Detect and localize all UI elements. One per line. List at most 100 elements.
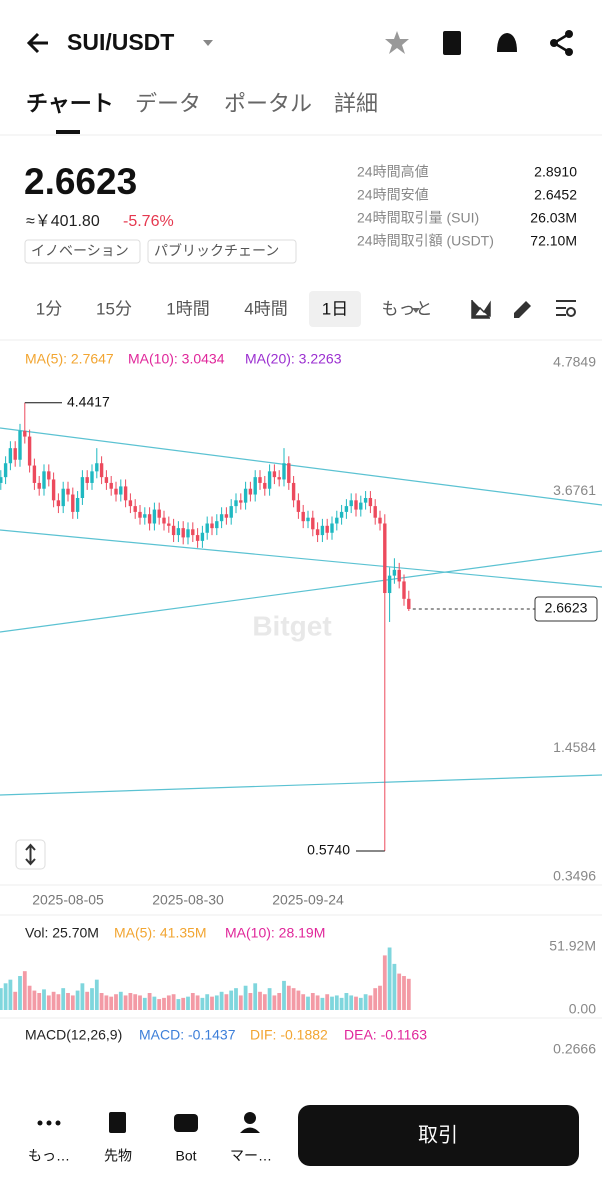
volume-bar: [190, 993, 195, 1010]
volume-bar: [392, 963, 397, 1010]
volume-bar: [310, 993, 315, 1010]
volume-bar: [286, 985, 291, 1010]
interval[interactable]: もっと: [382, 299, 433, 318]
volume-bar: [46, 995, 51, 1010]
book-icon[interactable]: [443, 31, 461, 55]
interval[interactable]: 1日: [322, 299, 348, 318]
volume-bar: [296, 990, 301, 1010]
tag: パブリックチェーン: [154, 243, 279, 259]
draw-icon[interactable]: [514, 301, 531, 318]
ma-legend: MA(10): 3.0434: [128, 351, 225, 367]
volume-bar: [94, 979, 99, 1010]
volume-bar: [51, 991, 56, 1010]
candle-body: [248, 488, 253, 495]
candle-body: [195, 535, 200, 541]
candle-body: [263, 482, 267, 489]
candle-body: [363, 497, 368, 503]
settings-icon[interactable]: [556, 300, 576, 317]
volume-bar: [219, 991, 224, 1010]
volume-bar: [272, 995, 277, 1010]
volume-legend: Vol: 25.70M: [25, 925, 99, 941]
candle-body: [162, 517, 166, 524]
chart-type-icon[interactable]: [471, 300, 491, 319]
dropdown-icon[interactable]: [203, 40, 213, 46]
candle-body: [18, 430, 22, 460]
nav-label[interactable]: マー…: [230, 1148, 272, 1164]
volume-bar: [80, 983, 85, 1010]
candle-body: [133, 506, 137, 512]
volume-bar: [42, 989, 46, 1010]
candle-body: [354, 500, 358, 510]
macd-legend: MACD(12,26,9): [25, 1027, 122, 1043]
candle-body: [152, 509, 157, 524]
share-icon[interactable]: [550, 30, 573, 56]
volume-bar: [368, 995, 373, 1010]
candle-body: [95, 463, 99, 472]
dropdown-icon[interactable]: [412, 308, 420, 313]
tab[interactable]: チャート: [26, 91, 114, 116]
nav-icons[interactable]: [37, 1112, 261, 1133]
alert-icon[interactable]: [497, 33, 517, 52]
candle-body: [397, 569, 401, 582]
trend-lines: [0, 427, 602, 796]
candle-body: [330, 523, 334, 533]
macd-legend: DIF: -0.1882: [250, 1027, 328, 1043]
interval[interactable]: 4時間: [244, 299, 287, 318]
pair-title[interactable]: SUI/USDT: [67, 29, 174, 55]
macd-legend: MACD: -0.1437: [139, 1027, 236, 1043]
candle-body: [51, 479, 56, 501]
candle-body: [200, 532, 205, 541]
trade-label[interactable]: 取引: [418, 1123, 458, 1146]
volume-bar: [171, 994, 176, 1010]
price-change: -5.76%: [123, 213, 174, 230]
volume-bar: [85, 991, 90, 1010]
candle-body: [143, 514, 147, 518]
volume-bar: [214, 995, 219, 1010]
volume-bar: [330, 996, 334, 1010]
volume-bar: [238, 995, 243, 1010]
volume-bar: [13, 991, 18, 1010]
scale-icon[interactable]: [25, 843, 36, 866]
candle-body: [359, 502, 363, 510]
candle-body: [373, 506, 377, 518]
candle-body: [167, 523, 171, 526]
volume-bar: [166, 995, 171, 1010]
volume-bar: [3, 983, 8, 1010]
candle-body: [32, 465, 37, 483]
candle-body: [311, 517, 315, 530]
interval[interactable]: 15分: [96, 299, 132, 318]
nav-label[interactable]: もっ…: [28, 1148, 70, 1164]
tab[interactable]: 詳細: [334, 91, 378, 116]
candle-body: [402, 581, 406, 599]
nav-label[interactable]: Bot: [175, 1148, 196, 1164]
candle-body: [287, 463, 291, 483]
candle-body: [219, 514, 224, 522]
volume-bar: [334, 995, 339, 1010]
tab[interactable]: データ: [135, 91, 201, 116]
candle-body: [392, 569, 397, 576]
tag: イノベーション: [31, 243, 129, 259]
volume-bar: [147, 993, 152, 1010]
candle-body: [344, 506, 349, 512]
volume-bar: [344, 993, 349, 1010]
last-price: 2.6623: [24, 161, 137, 202]
back-icon[interactable]: [26, 32, 48, 54]
y-tick-label: 3.6761: [553, 482, 596, 498]
volume-bar: [387, 947, 392, 1010]
interval[interactable]: 1分: [36, 299, 62, 318]
candle-body: [210, 523, 214, 529]
macd-legend: DEA: -0.1163: [344, 1027, 427, 1043]
y-tick-label: 4.7849: [553, 354, 596, 370]
interval[interactable]: 1時間: [166, 299, 209, 318]
star-icon[interactable]: [385, 31, 409, 54]
tab[interactable]: ポータル: [224, 91, 312, 116]
volume-legend: MA(5): 41.35M: [114, 925, 207, 941]
candle-body: [243, 488, 248, 503]
candle-body: [8, 448, 13, 464]
nav-label[interactable]: 先物: [104, 1148, 132, 1164]
candle-body: [61, 488, 65, 507]
candle-body: [383, 523, 387, 594]
trade-button[interactable]: [298, 1105, 579, 1166]
stat-value: 72.10M: [530, 233, 577, 249]
volume-bar: [382, 955, 387, 1010]
